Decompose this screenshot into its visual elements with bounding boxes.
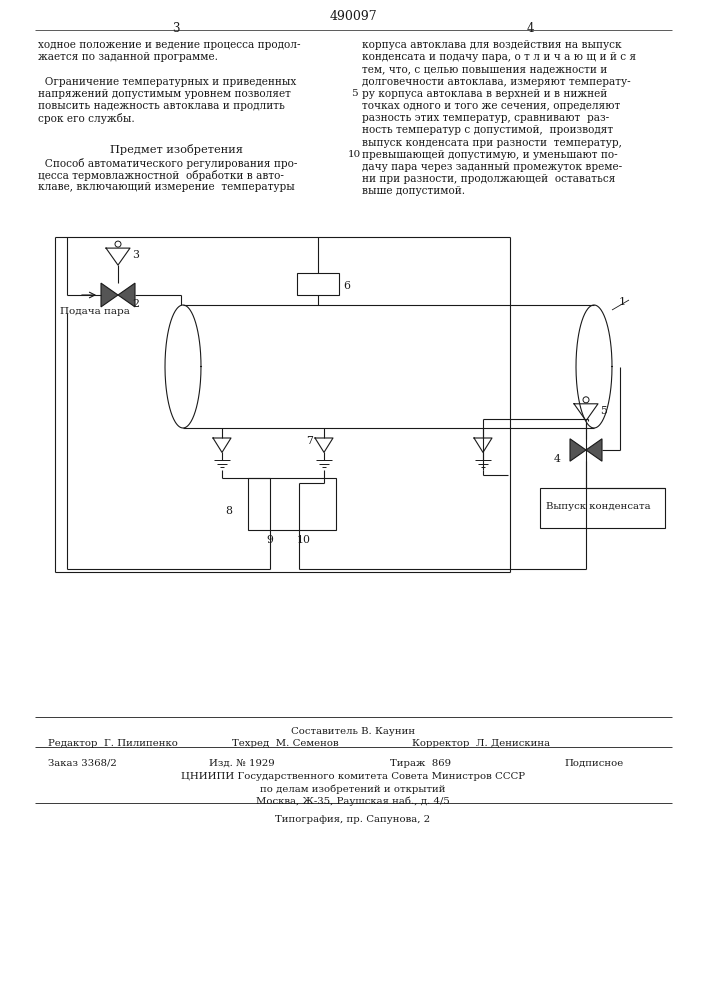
- Text: 4: 4: [526, 22, 534, 35]
- Polygon shape: [586, 439, 602, 461]
- Polygon shape: [101, 283, 118, 307]
- Text: дачу пара через заданный промежуток време-: дачу пара через заданный промежуток врем…: [362, 162, 622, 172]
- Text: Заказ 3368/2: Заказ 3368/2: [48, 759, 117, 768]
- Text: ру корпуса автоклава в верхней и в нижней: ру корпуса автоклава в верхней и в нижне…: [362, 89, 607, 99]
- Polygon shape: [118, 283, 135, 307]
- Text: 5: 5: [351, 89, 357, 98]
- Bar: [297, 273, 339, 295]
- Bar: [248, 478, 336, 530]
- Text: напряжений допустимым уровнем позволяет: напряжений допустимым уровнем позволяет: [38, 89, 291, 99]
- Text: Ограничение температурных и приведенных: Ограничение температурных и приведенных: [38, 77, 296, 87]
- Text: выпуск конденсата при разности  температур,: выпуск конденсата при разности температу…: [362, 138, 622, 148]
- Text: 10: 10: [347, 150, 361, 159]
- Text: 8: 8: [225, 506, 232, 516]
- Text: жается по заданной программе.: жается по заданной программе.: [38, 52, 218, 62]
- Text: 10: 10: [297, 535, 311, 545]
- Text: Составитель В. Каунин: Составитель В. Каунин: [291, 727, 415, 736]
- Text: Выпуск конденсата: Выпуск конденсата: [546, 502, 650, 511]
- Text: 1: 1: [619, 297, 626, 307]
- Text: 4: 4: [554, 454, 561, 464]
- Text: тем, что, с целью повышения надежности и: тем, что, с целью повышения надежности и: [362, 64, 607, 74]
- Text: Подписное: Подписное: [565, 759, 624, 768]
- Text: Предмет изобретения: Предмет изобретения: [110, 144, 243, 155]
- Text: разность этих температур, сравнивают  раз-: разность этих температур, сравнивают раз…: [362, 113, 609, 123]
- Text: превышающей допустимую, и уменьшают по-: превышающей допустимую, и уменьшают по-: [362, 150, 618, 160]
- Text: 7: 7: [306, 436, 313, 446]
- Text: ность температур с допустимой,  производят: ность температур с допустимой, производя…: [362, 125, 613, 135]
- Text: срок его службы.: срок его службы.: [38, 113, 135, 124]
- Text: ходное положение и ведение процесса продол-: ходное положение и ведение процесса прод…: [38, 40, 300, 50]
- Text: по делам изобретений и открытий: по делам изобретений и открытий: [260, 784, 445, 794]
- Text: клаве, включающий измерение  температуры: клаве, включающий измерение температуры: [38, 182, 295, 192]
- Text: 9: 9: [266, 535, 273, 545]
- Text: точках одного и того же сечения, определяют: точках одного и того же сечения, определ…: [362, 101, 620, 111]
- Text: конденсата и подачу пара, о т л и ч а ю щ и й с я: конденсата и подачу пара, о т л и ч а ю …: [362, 52, 636, 62]
- Text: Способ автоматического регулирования про-: Способ автоматического регулирования про…: [38, 158, 298, 169]
- Text: Москва, Ж-35, Раушская наб., д. 4/5: Москва, Ж-35, Раушская наб., д. 4/5: [256, 796, 450, 806]
- Text: цесса термовлажностной  обработки в авто-: цесса термовлажностной обработки в авто-: [38, 170, 284, 181]
- Text: повысить надежность автоклава и продлить: повысить надежность автоклава и продлить: [38, 101, 285, 111]
- Text: Редактор  Г. Пилипенко: Редактор Г. Пилипенко: [48, 739, 178, 748]
- Bar: [540, 488, 665, 528]
- Text: Подача пара: Подача пара: [60, 307, 130, 316]
- Text: Изд. № 1929: Изд. № 1929: [209, 759, 275, 768]
- Text: Техред  М. Семенов: Техред М. Семенов: [232, 739, 339, 748]
- Polygon shape: [570, 439, 586, 461]
- Text: Тираж  869: Тираж 869: [390, 759, 450, 768]
- Text: корпуса автоклава для воздействия на выпуск: корпуса автоклава для воздействия на вып…: [362, 40, 621, 50]
- Text: 2: 2: [132, 299, 139, 309]
- Text: 3: 3: [132, 250, 139, 260]
- Text: ни при разности, продолжающей  оставаться: ни при разности, продолжающей оставаться: [362, 174, 615, 184]
- Text: ЦНИИПИ Государственного комитета Совета Министров СССР: ЦНИИПИ Государственного комитета Совета …: [181, 772, 525, 781]
- Text: 3: 3: [173, 22, 180, 35]
- Text: Корректор  Л. Денискина: Корректор Л. Денискина: [412, 739, 550, 748]
- Text: Типография, пр. Сапунова, 2: Типография, пр. Сапунова, 2: [276, 815, 431, 824]
- Text: выше допустимой.: выше допустимой.: [362, 186, 465, 196]
- Text: 6: 6: [343, 281, 350, 291]
- Text: 5: 5: [600, 406, 607, 416]
- Text: долговечности автоклава, измеряют температу-: долговечности автоклава, измеряют темпер…: [362, 77, 631, 87]
- Text: 490097: 490097: [329, 10, 377, 23]
